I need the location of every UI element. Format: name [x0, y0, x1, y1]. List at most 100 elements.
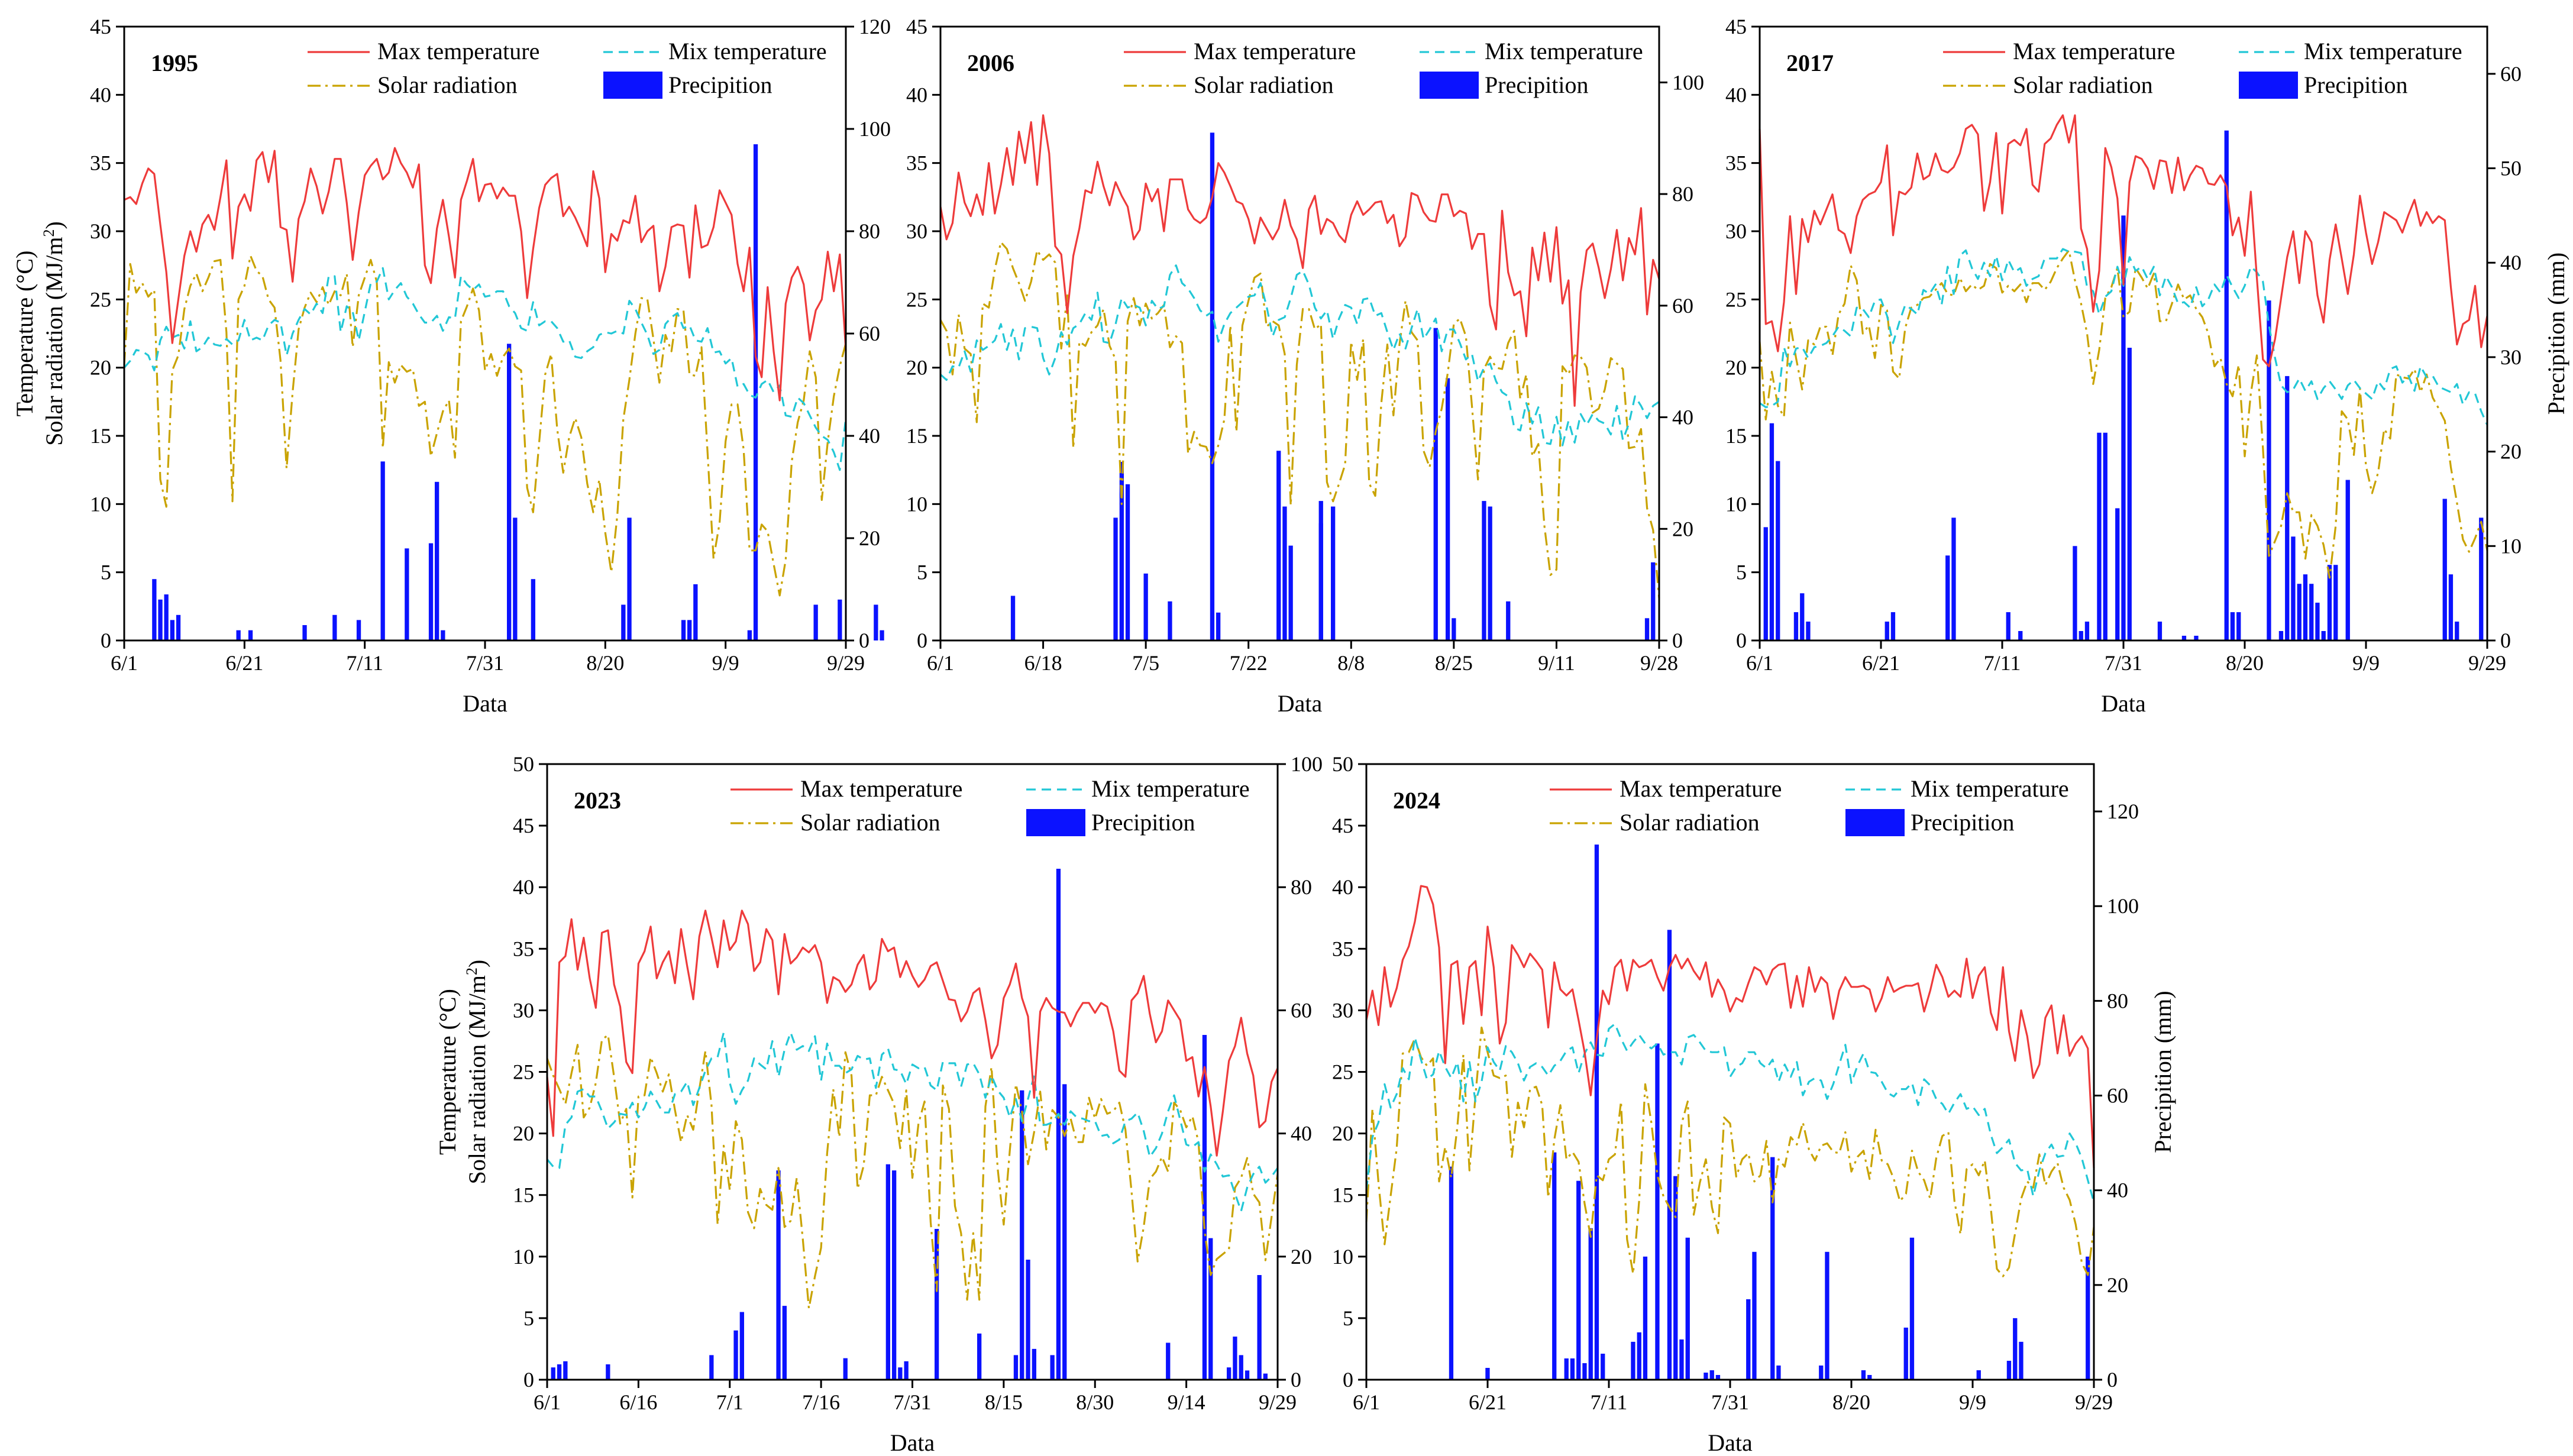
x-tick-label: 7/31 — [2105, 651, 2142, 675]
precip-bar — [1032, 1348, 1036, 1380]
legend-solar-label: Solar radiation — [1194, 72, 1334, 98]
x-tick-label: 9/29 — [2468, 651, 2506, 675]
precip-bar — [1909, 1237, 1915, 1380]
precip-bar — [1233, 1337, 1237, 1380]
precip-bar — [2019, 1341, 2024, 1380]
x-tick-label: 6/1 — [1353, 1390, 1380, 1414]
legend-precip-swatch — [2239, 72, 2298, 99]
precip-bar — [1056, 869, 1061, 1380]
precip-bar — [1861, 1370, 1866, 1380]
right-tick-label: 120 — [2107, 800, 2139, 823]
right-tick-label: 20 — [1291, 1245, 1312, 1269]
right-axis-ticks: 0 20 40 60 80 100 — [1278, 752, 1323, 1392]
y-axis-label-solar: Solar radiation (MJ/m2) — [463, 960, 491, 1185]
x-tick-label: 8/25 — [1435, 651, 1473, 675]
x-tick-label: 7/31 — [466, 651, 504, 675]
chart-panel-1995: 0 5 10 15 20 25 30 35 40 45 0 20 40 60 80 100 120 6/1 6/21… — [11, 15, 891, 717]
precip-bar — [1890, 612, 1896, 640]
precip-bar — [2097, 432, 2102, 640]
precip-bars — [551, 869, 1268, 1380]
precip-bar — [1552, 1152, 1557, 1380]
right-tick-label: 80 — [2107, 989, 2128, 1012]
right-tick-label: 40 — [2500, 251, 2522, 274]
x-axis-label: Data — [463, 690, 508, 717]
left-tick-label: 0 — [101, 629, 111, 652]
precip-bar — [2121, 215, 2126, 640]
precip-bar — [621, 604, 626, 640]
precip-bar — [2448, 574, 2454, 640]
left-tick-label: 15 — [90, 424, 111, 448]
legend-precip-label: Precipition — [2304, 72, 2408, 98]
y-axis-label-solar: Solar radiation (MJ/m2) — [40, 221, 68, 446]
precip-bar — [513, 517, 518, 640]
precip-bar — [1020, 1090, 1024, 1380]
x-axis-ticks: 6/1 6/21 7/11 7/31 8/20 9/9 9/29 — [1353, 1380, 2113, 1414]
left-tick-label: 25 — [90, 287, 111, 311]
precip-bar — [627, 517, 632, 640]
precip-bar — [1776, 461, 1780, 640]
right-tick-label: 40 — [2107, 1179, 2128, 1202]
left-tick-label: 15 — [1332, 1183, 1353, 1207]
precip-bar — [1885, 622, 1889, 640]
left-tick-label: 0 — [523, 1368, 534, 1392]
precip-bar — [380, 461, 385, 641]
left-tick-label: 0 — [917, 629, 927, 652]
precip-bar — [1119, 462, 1124, 640]
x-axis-label: Data — [2101, 690, 2146, 717]
precip-bar — [2115, 508, 2120, 640]
precip-bar — [2079, 631, 2083, 640]
precip-bar — [1770, 1157, 1775, 1380]
precip-bar — [1010, 596, 1016, 640]
precip-bar — [551, 1367, 555, 1380]
x-tick-label: 6/16 — [619, 1390, 657, 1414]
left-tick-label: 20 — [1725, 356, 1747, 380]
x-tick-label: 9/29 — [2075, 1390, 2113, 1414]
precip-bar — [606, 1364, 610, 1380]
precip-bar — [2297, 584, 2302, 640]
x-axis-label: Data — [1278, 690, 1323, 717]
precip-bar — [1643, 1256, 1648, 1380]
left-tick-label: 0 — [1343, 1368, 1353, 1392]
left-tick-label: 35 — [1725, 151, 1747, 175]
x-tick-label: 6/18 — [1024, 651, 1062, 675]
precip-bar — [892, 1170, 897, 1380]
precip-bar — [2157, 622, 2163, 640]
plot-frame — [939, 25, 1660, 642]
x-tick-label: 8/20 — [2226, 651, 2264, 675]
x-axis-label: Data — [890, 1429, 935, 1456]
precip-bar — [880, 630, 884, 640]
precip-bar — [904, 1361, 909, 1380]
right-tick-label: 40 — [1672, 406, 1693, 429]
legend-min-label: Mix temperature — [668, 38, 827, 64]
precip-bar — [2103, 432, 2107, 640]
x-axis-ticks: 6/1 6/16 7/1 7/16 7/31 8/15 8/30 9/14 9/29 — [534, 1380, 1297, 1414]
left-tick-label: 20 — [90, 356, 111, 380]
y-axis-label-temperature: Temperature (°C) — [11, 251, 38, 417]
precip-bar — [2084, 622, 2090, 640]
precip-bar — [2278, 631, 2284, 640]
precip-bar — [356, 620, 361, 640]
precip-bar — [1168, 601, 1172, 640]
precip-bar — [1208, 1238, 1213, 1380]
legend-precip-label: Precipition — [1485, 72, 1589, 98]
right-tick-label: 60 — [859, 322, 880, 345]
left-tick-label: 10 — [906, 492, 927, 516]
precip-bar — [1245, 1370, 1250, 1380]
precip-bar — [1588, 1228, 1593, 1380]
precip-bar — [1769, 423, 1774, 640]
legend-precip-label: Precipition — [1911, 809, 2015, 836]
precip-bar — [1800, 593, 1805, 640]
precip-bar — [1202, 1035, 1207, 1380]
x-axis-ticks: 6/1 6/21 7/11 7/31 8/20 9/9 9/29 — [111, 640, 865, 675]
precip-bar — [1276, 451, 1281, 640]
legend-solar-label: Solar radiation — [2013, 72, 2153, 98]
precip-bar — [733, 1330, 738, 1380]
precip-bar — [813, 604, 818, 640]
right-tick-label: 0 — [1672, 629, 1683, 652]
right-tick-label: 20 — [859, 526, 880, 550]
year-label: 1995 — [151, 50, 198, 76]
precip-bar — [1644, 618, 1650, 640]
left-axis-ticks: 0 5 10 15 20 25 30 35 40 45 50 — [513, 752, 547, 1392]
left-tick-label: 50 — [1332, 752, 1353, 776]
